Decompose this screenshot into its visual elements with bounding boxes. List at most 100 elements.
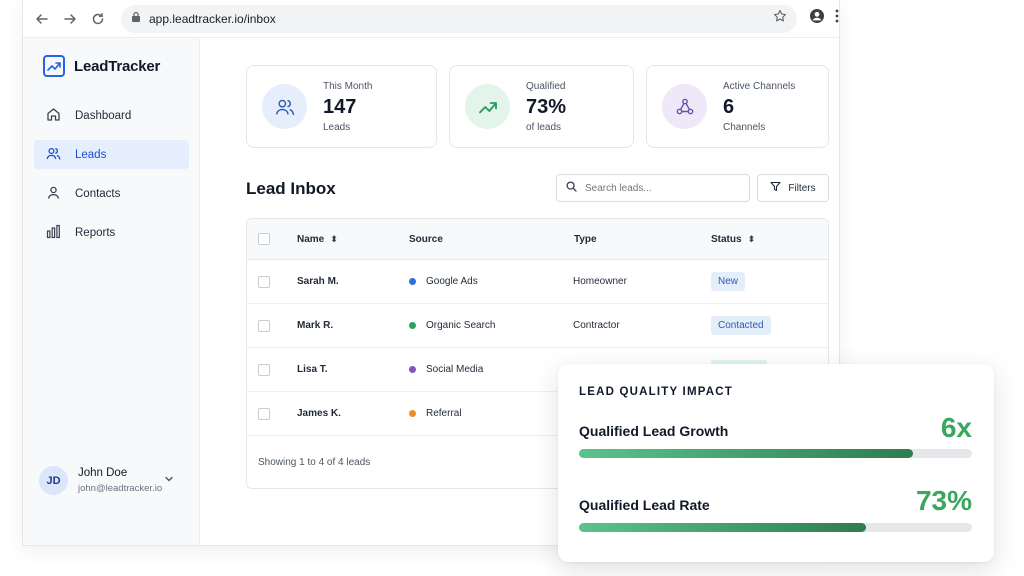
stat-sub: Channels [723, 121, 766, 133]
sidebar: LeadTracker Dashboard Leads Contacts [23, 38, 200, 545]
column-header-label: Name [297, 233, 325, 245]
lead-name: Sarah M. [297, 276, 339, 287]
table-header: Name ⬍ Source Type Status ⬍ [247, 219, 828, 260]
stat-label: Active Channels [723, 80, 796, 92]
users-icon [262, 84, 307, 129]
lead-source: Organic Search [426, 320, 496, 331]
search-input[interactable] [585, 182, 735, 194]
table-row[interactable]: Sarah M. Google Ads Homeowner New [247, 260, 828, 304]
status-badge: Contacted [711, 316, 771, 335]
lead-source: Social Media [426, 364, 484, 375]
row-checkbox[interactable] [258, 275, 270, 288]
column-header-label: Type [574, 233, 597, 245]
lead-type: Homeowner [573, 276, 627, 287]
status-badge: New [711, 272, 746, 291]
sidebar-item-contacts[interactable]: Contacts [34, 179, 189, 208]
stat-label: Qualified [526, 80, 566, 92]
status-badge [711, 360, 767, 365]
column-header-status[interactable]: Status ⬍ [711, 219, 755, 259]
row-checkbox[interactable] [258, 319, 270, 332]
address-bar[interactable]: app.leadtracker.io/inbox [121, 4, 797, 33]
sidebar-nav: Dashboard Leads Contacts Reports [34, 101, 189, 257]
sidebar-item-leads[interactable]: Leads [34, 140, 189, 169]
metric-label: Qualified Lead Growth [579, 423, 729, 439]
lead-name: Lisa T. [297, 364, 328, 375]
filter-icon [770, 181, 781, 195]
search-field[interactable] [556, 174, 750, 202]
pagination-summary: Showing 1 to 4 of 4 leads [258, 457, 371, 468]
metric-value: 6x [940, 412, 972, 443]
lead-name: Mark R. [297, 320, 334, 331]
forward-icon[interactable] [59, 8, 81, 30]
lead-name: James K. [297, 408, 341, 419]
lock-icon [131, 10, 141, 28]
stat-label: This Month [323, 80, 373, 92]
row-checkbox[interactable] [258, 407, 270, 420]
bar-chart-icon [46, 224, 61, 242]
source-dot-icon [409, 410, 416, 417]
stat-value: 73% [526, 95, 567, 118]
progress-track [579, 449, 972, 458]
user-icon [46, 185, 61, 203]
network-icon [662, 84, 707, 129]
browser-window: app.leadtracker.io/inbox LeadTracker [22, 0, 840, 546]
sidebar-item-label: Contacts [75, 187, 121, 200]
chevron-down-icon[interactable] [164, 471, 174, 489]
brand-name: LeadTracker [74, 57, 161, 75]
column-header-type: Type [574, 219, 597, 259]
progress-fill [579, 523, 866, 532]
home-icon [46, 107, 61, 125]
search-icon [566, 179, 577, 197]
brand[interactable]: LeadTracker [43, 55, 160, 77]
sort-icon[interactable]: ⬍ [747, 233, 756, 244]
sidebar-item-label: Reports [75, 226, 116, 239]
stat-value: 147 [323, 95, 357, 118]
sidebar-item-label: Dashboard [75, 109, 132, 122]
lead-quality-impact-card: LEAD QUALITY IMPACT Qualified Lead Growt… [558, 364, 994, 562]
sidebar-item-dashboard[interactable]: Dashboard [34, 101, 189, 130]
trending-up-logo-icon [43, 55, 65, 77]
users-icon [46, 146, 61, 164]
stat-sub: Leads [323, 121, 351, 133]
url-text: app.leadtracker.io/inbox [149, 11, 276, 26]
sidebar-item-reports[interactable]: Reports [34, 218, 189, 247]
avatar: JD [39, 466, 68, 495]
browser-toolbar: app.leadtracker.io/inbox [23, 0, 839, 38]
filters-button[interactable]: Filters [757, 174, 829, 202]
select-all-checkbox[interactable] [258, 233, 270, 245]
reload-icon[interactable] [87, 8, 109, 30]
leads-table: Name ⬍ Source Type Status ⬍ Sarah M. [246, 218, 829, 489]
user-menu[interactable]: JD John Doe john@leadtracker.io [39, 466, 173, 495]
more-vert-icon[interactable] [835, 9, 839, 28]
metric-label: Qualified Lead Rate [579, 497, 710, 513]
sort-icon[interactable]: ⬍ [330, 233, 338, 244]
lead-type: Contractor [573, 320, 620, 331]
progress-fill [579, 449, 914, 458]
profile-icon[interactable] [809, 8, 825, 29]
stat-sub: of leads [526, 121, 562, 133]
table-row[interactable]: Mark R. Organic Search Contractor Contac… [247, 304, 828, 348]
source-dot-icon [409, 278, 416, 285]
row-checkbox[interactable] [258, 363, 270, 376]
impact-title: LEAD QUALITY IMPACT [579, 386, 733, 398]
sidebar-item-label: Leads [75, 148, 107, 161]
main-content: This Month 147 Leads Qualified 73% of le… [200, 38, 839, 545]
column-header-source: Source [409, 219, 443, 259]
page-title: Lead Inbox [246, 179, 336, 198]
metric-value: 73% [915, 485, 972, 516]
column-header-label: Status [711, 233, 742, 245]
filters-label: Filters [788, 182, 816, 194]
user-name: John Doe [78, 467, 128, 479]
star-icon[interactable] [773, 9, 787, 28]
lead-source: Google Ads [426, 276, 478, 287]
source-dot-icon [409, 322, 416, 329]
column-header-name[interactable]: Name ⬍ [297, 219, 338, 259]
stat-card-active-channels: Active Channels 6 Channels [646, 65, 829, 148]
user-email: john@leadtracker.io [78, 483, 163, 494]
stat-value: 6 [723, 95, 735, 118]
back-icon[interactable] [31, 8, 53, 30]
column-header-label: Source [409, 233, 443, 245]
stat-card-this-month: This Month 147 Leads [246, 65, 437, 148]
trending-up-icon [465, 84, 510, 129]
stat-card-qualified: Qualified 73% of leads [449, 65, 634, 148]
